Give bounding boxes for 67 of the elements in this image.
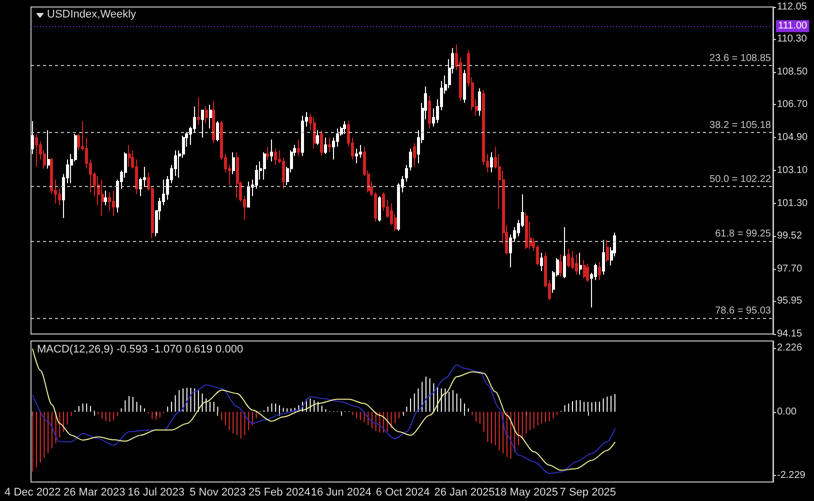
candlestick: [313, 117, 316, 150]
candlestick: [232, 152, 235, 175]
y-tick-label: 94.15: [777, 328, 802, 340]
candlestick: [201, 110, 204, 138]
y-tick-label: 110.30: [777, 33, 808, 44]
candlestick: [328, 137, 331, 153]
y-tick-label: 99.52: [777, 230, 802, 242]
candlestick: [263, 152, 266, 180]
candlestick: [478, 88, 481, 116]
ref-line-label: 50.0 = 102.22: [710, 174, 772, 186]
candlestick: [205, 106, 208, 124]
candlestick: [316, 130, 319, 146]
candlestick: [31, 120, 34, 155]
y-tick-label: 108.50: [777, 66, 808, 78]
candlestick: [197, 96, 200, 126]
y-tick-label: 112.05: [777, 2, 808, 12]
candlestick: [35, 133, 38, 168]
ref-line-label: 61.8 = 99.25: [715, 228, 772, 240]
ref-line-label: 78.6 = 95.03: [715, 305, 772, 316]
y-tick-label: 106.70: [777, 99, 808, 110]
candlestick: [301, 115, 304, 156]
y-tick-label: 101.30: [777, 198, 808, 209]
candlestick: [266, 146, 269, 160]
candlestick: [602, 239, 605, 276]
y-tick-label: 95.95: [777, 296, 802, 307]
candlestick: [101, 179, 104, 217]
y-tick-label: 97.70: [777, 264, 802, 275]
candlestick: [540, 252, 543, 272]
candlestick: [525, 212, 528, 250]
candlestick: [583, 260, 586, 279]
candlestick: [563, 226, 566, 279]
candlestick: [355, 148, 358, 164]
candlestick: [413, 142, 416, 168]
ref-line-label: 23.6 = 108.85: [710, 52, 772, 64]
candlestick: [559, 254, 562, 277]
candlestick: [216, 120, 219, 142]
y-tick-label: 104.90: [777, 132, 808, 144]
candlestick: [463, 70, 466, 104]
candlestick: [490, 152, 493, 173]
candlestick: [606, 239, 609, 262]
y-tick-label: 103.10: [777, 165, 808, 176]
candlestick: [567, 248, 570, 268]
candlestick: [274, 148, 277, 166]
candlestick: [47, 130, 50, 170]
candlestick: [320, 130, 323, 156]
chart-title: USDIndex,Weekly: [47, 8, 137, 20]
candlestick: [586, 263, 589, 282]
candlestick: [428, 95, 431, 129]
candlestick: [112, 190, 115, 217]
candlestick: [405, 164, 408, 182]
candlestick: [247, 180, 250, 208]
candlestick: [598, 261, 601, 281]
candlestick: [270, 138, 273, 162]
ref-line-label: 111.00: [778, 20, 808, 32]
candlestick: [343, 120, 346, 134]
candlestick: [378, 196, 381, 222]
candlestick: [575, 254, 578, 276]
candlestick: [209, 104, 212, 129]
candlestick: [409, 148, 412, 171]
candlestick: [297, 138, 300, 156]
candlestick: [104, 190, 107, 206]
candlestick: [236, 152, 239, 198]
candlestick: [128, 144, 131, 168]
candlestick: [324, 137, 327, 155]
ref-line-label: 38.2 = 105.18: [710, 120, 772, 131]
candlestick: [212, 100, 215, 144]
candlestick: [579, 252, 582, 276]
